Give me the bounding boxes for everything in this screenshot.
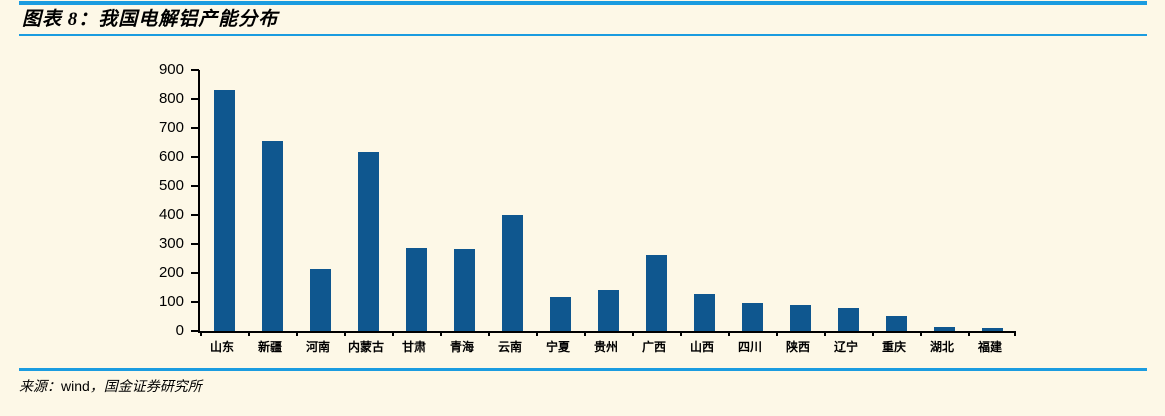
x-axis-tick <box>392 331 394 336</box>
bar-13 <box>789 304 811 331</box>
y-axis-tick <box>191 301 199 303</box>
source-wind: wind <box>61 378 90 394</box>
y-axis-label: 900 <box>158 61 184 78</box>
y-axis-tick <box>191 330 199 332</box>
source-label: 来源： <box>19 380 61 395</box>
x-axis-label: 山东 <box>209 340 234 354</box>
y-axis-tick <box>191 214 199 216</box>
bar-5 <box>405 247 427 331</box>
x-axis-tick <box>968 331 970 336</box>
bar-14 <box>837 308 859 331</box>
bar-15 <box>885 315 907 331</box>
bar-7 <box>501 215 523 331</box>
x-axis-tick <box>872 331 874 336</box>
y-axis-tick <box>191 127 199 129</box>
x-axis-tick <box>488 331 490 336</box>
x-axis-label: 湖北 <box>929 340 954 354</box>
x-axis-label: 云南 <box>497 340 522 354</box>
y-axis-tick <box>191 156 199 158</box>
x-axis-label: 贵州 <box>593 340 618 354</box>
bar-17 <box>981 328 1003 331</box>
x-axis-label: 河南 <box>305 340 330 354</box>
x-axis-label: 宁夏 <box>545 340 570 354</box>
x-axis-labels: 山东 新疆 河南 内蒙古 甘肃 青海 云南 宁夏 贵州 广西 山西 四川 陕西 辽宁 重庆 湖北 福建 <box>198 338 1014 355</box>
x-axis-tick <box>776 331 778 336</box>
x-axis-tick <box>680 331 682 336</box>
x-axis-tick <box>824 331 826 336</box>
x-axis-tick <box>536 331 538 336</box>
y-axis-label: 300 <box>158 235 184 252</box>
bar-6 <box>453 249 475 331</box>
y-axis-label: 700 <box>158 119 184 136</box>
y-axis-label: 800 <box>158 90 184 107</box>
x-axis-label: 陕西 <box>785 340 810 354</box>
y-axis-tick <box>191 98 199 100</box>
y-axis-tick <box>191 272 199 274</box>
x-axis-label: 广西 <box>641 340 666 354</box>
plot-area <box>191 69 1016 336</box>
x-axis-tick <box>440 331 442 336</box>
x-axis-label: 辽宁 <box>833 340 858 354</box>
x-axis-tick <box>200 331 202 336</box>
x-axis-label: 内蒙古 <box>347 340 384 354</box>
bar-1 <box>213 90 235 331</box>
x-axis-tick <box>296 331 298 336</box>
figure-title: 图表 8：我国电解铝产能分布 <box>22 9 279 30</box>
bar-4 <box>357 151 379 331</box>
bar-3 <box>309 268 331 331</box>
bar-16 <box>933 326 955 331</box>
x-axis-label: 山西 <box>689 340 714 354</box>
y-axis-label: 100 <box>158 293 184 310</box>
y-axis-label: 200 <box>158 264 184 281</box>
bar-9 <box>597 289 619 331</box>
y-axis-tick <box>191 69 199 71</box>
x-axis-label: 福建 <box>977 340 1002 354</box>
title-rule <box>19 34 1147 36</box>
footer-rule <box>19 368 1147 371</box>
x-axis-tick <box>920 331 922 336</box>
bar-10 <box>645 255 667 331</box>
x-axis-tick <box>728 331 730 336</box>
x-axis-label: 四川 <box>737 340 762 354</box>
y-axis-label: 0 <box>175 322 184 339</box>
x-axis-tick <box>1014 331 1016 336</box>
x-axis-tick <box>248 331 250 336</box>
bar-11 <box>693 293 715 331</box>
bar-2 <box>261 141 283 331</box>
source-rest: ，国金证券研究所 <box>89 380 202 395</box>
y-axis-label: 500 <box>158 177 184 194</box>
source-note: 来源：wind，国金证券研究所 <box>19 376 202 396</box>
y-axis-label: 400 <box>158 206 184 223</box>
x-axis-label: 青海 <box>449 340 474 354</box>
x-axis-label: 重庆 <box>881 340 906 354</box>
x-axis-tick <box>344 331 346 336</box>
x-axis-tick <box>584 331 586 336</box>
bar-8 <box>549 297 571 331</box>
x-axis-label: 甘肃 <box>401 340 426 354</box>
top-rule <box>19 1 1147 5</box>
y-axis-label: 600 <box>158 148 184 165</box>
y-axis-tick <box>191 185 199 187</box>
x-axis-tick <box>632 331 634 336</box>
bar-12 <box>741 302 763 331</box>
y-axis-tick <box>191 243 199 245</box>
x-axis-label: 新疆 <box>257 340 282 354</box>
